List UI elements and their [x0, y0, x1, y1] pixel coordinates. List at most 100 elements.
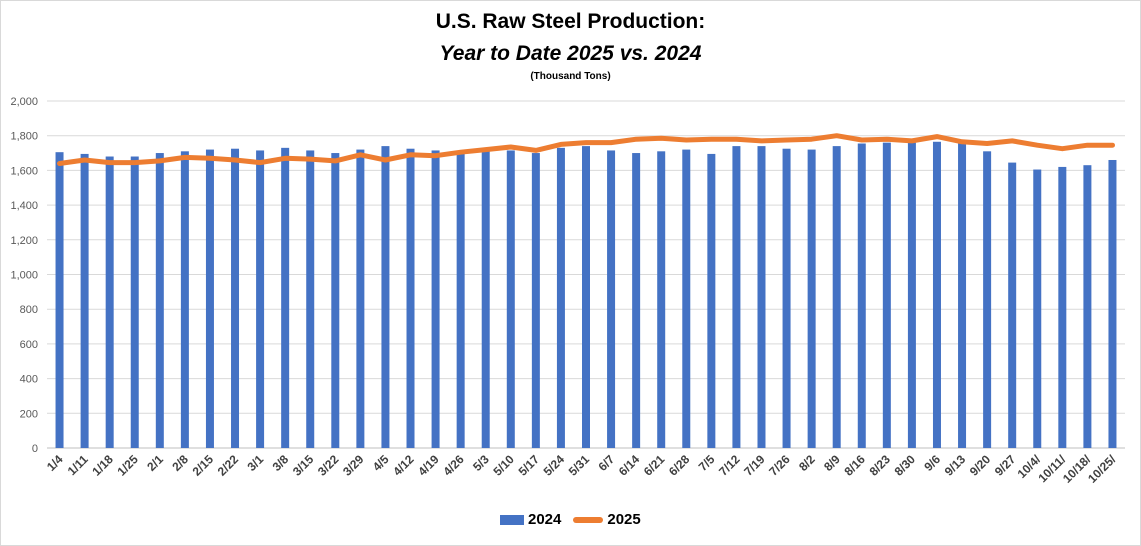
legend-swatch-2024: [500, 514, 524, 525]
point-2025: [660, 137, 662, 139]
chart-subtitle: Year to Date 2025 vs. 2024: [439, 42, 702, 65]
bar-2024: [556, 147, 565, 448]
point-2025: [535, 149, 537, 151]
bar-2024: [958, 143, 967, 448]
point-2025: [610, 142, 612, 144]
point-2025: [209, 157, 211, 159]
x-tick-label: 5/17: [516, 452, 543, 479]
bar-2024: [782, 148, 791, 448]
bar-2024: [983, 151, 992, 448]
y-tick-label: 1,200: [10, 235, 38, 247]
y-tick-label: 600: [20, 339, 38, 351]
point-2025: [334, 160, 336, 162]
chart-legend: 2024 2025: [500, 511, 649, 528]
y-tick-label: 2,000: [10, 96, 38, 108]
x-tick-label: 9/13: [942, 452, 969, 479]
bar-2024: [932, 141, 941, 448]
point-2025: [109, 162, 111, 164]
point-2025: [861, 139, 863, 141]
legend-swatch-2025: [573, 516, 604, 523]
x-tick-label: 8/30: [892, 452, 919, 479]
x-tick-label: 8/23: [867, 452, 894, 479]
point-2025: [134, 162, 136, 164]
point-2025: [435, 155, 437, 157]
legend-item-2025: 2025: [573, 511, 641, 528]
y-tick-label: 800: [20, 304, 38, 316]
x-tick-label: 5/3: [470, 452, 492, 474]
point-2025: [685, 139, 687, 141]
x-tick-label: 8/16: [841, 452, 868, 479]
bar-2024: [582, 146, 590, 449]
point-2025: [585, 142, 587, 144]
bar-2024: [406, 148, 415, 448]
point-2025: [911, 140, 913, 142]
bar-2024: [456, 153, 465, 449]
point-2025: [961, 141, 963, 143]
x-tick-label: 3/29: [340, 452, 367, 479]
x-tick-label: 6/7: [595, 452, 617, 474]
point-2025: [1036, 144, 1038, 146]
x-tick-label: 7/12: [716, 452, 743, 479]
point-2025: [1111, 144, 1113, 146]
x-tick-label: 3/22: [315, 452, 342, 479]
x-tick-label: 6/21: [641, 452, 668, 479]
bar-2024: [757, 146, 766, 449]
bar-2024: [682, 149, 691, 448]
x-tick-label: 1/11: [65, 452, 91, 478]
x-tick-label: 9/20: [967, 452, 994, 479]
y-tick-label: 400: [20, 374, 38, 386]
bar-2024: [732, 146, 741, 449]
x-tick-label: 2/1: [144, 452, 166, 474]
bar-2024: [882, 142, 891, 448]
y-tick-label: 0: [32, 443, 38, 455]
point-2025: [635, 138, 637, 140]
bar-2024: [306, 150, 315, 448]
y-tick-label: 1,000: [10, 270, 38, 282]
y-tick-label: 1,800: [10, 131, 38, 143]
point-2025: [159, 160, 161, 162]
bar-2024: [55, 152, 64, 448]
x-tick-label: 5/31: [566, 452, 593, 479]
bar-2024: [205, 149, 214, 448]
bar-2024: [1033, 169, 1042, 448]
bar-2024: [130, 156, 139, 448]
bar-2024: [807, 149, 816, 448]
legend-item-2024: 2024: [500, 511, 561, 528]
x-tick-label: 7/19: [741, 452, 768, 479]
bar-2024: [832, 146, 841, 449]
x-tick-label: 2/15: [190, 452, 217, 479]
bar-2024: [857, 143, 866, 448]
x-tick-label: 10/25/: [1085, 452, 1119, 486]
x-tick-label: 7/5: [696, 452, 718, 474]
bar-2024: [481, 151, 490, 448]
x-tick-label: 1/18: [89, 452, 116, 479]
point-2025: [936, 136, 938, 138]
x-tick-label: 5/10: [490, 452, 517, 479]
bar-2024: [155, 153, 164, 449]
x-tick-label: 9/6: [921, 452, 943, 474]
bar-2024: [506, 150, 515, 448]
bar-2024: [80, 153, 89, 449]
point-2025: [259, 162, 261, 164]
point-2025: [1086, 144, 1088, 146]
point-2025: [836, 135, 838, 137]
point-2025: [510, 146, 512, 148]
chart-title: U.S. Raw Steel Production:: [435, 10, 706, 33]
point-2025: [234, 159, 236, 161]
x-tick-label: 6/14: [616, 452, 643, 479]
point-2025: [811, 138, 813, 140]
point-2025: [59, 162, 61, 164]
bar-2024: [281, 147, 290, 448]
bar-2024: [356, 149, 365, 448]
x-tick-label: 1/4: [44, 452, 66, 474]
x-tick-label: 8/2: [796, 452, 818, 474]
x-tick-label: 6/28: [666, 452, 693, 479]
x-tick-label: 3/15: [290, 452, 317, 479]
point-2025: [410, 154, 412, 156]
bar-2024: [707, 153, 716, 449]
x-tick-label: 2/8: [169, 452, 191, 474]
bar-2024: [1083, 165, 1092, 448]
x-tick-label: 4/5: [370, 452, 392, 474]
point-2025: [735, 138, 737, 140]
